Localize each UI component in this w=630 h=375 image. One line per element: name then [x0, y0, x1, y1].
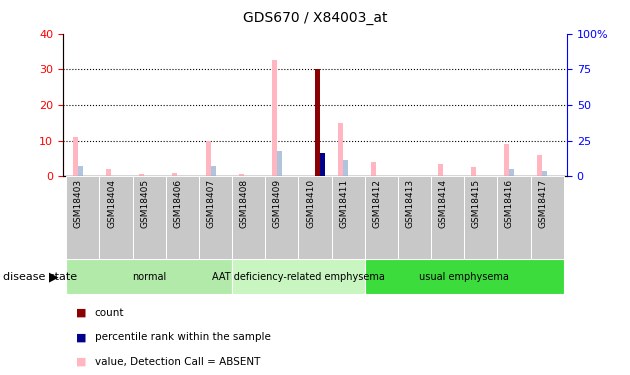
- Bar: [78, 166, 83, 176]
- Text: GSM18405: GSM18405: [140, 179, 149, 228]
- Text: GSM18410: GSM18410: [306, 179, 315, 228]
- Text: GSM18403: GSM18403: [74, 179, 83, 228]
- Text: GDS670 / X84003_at: GDS670 / X84003_at: [243, 11, 387, 25]
- Text: GSM18417: GSM18417: [538, 179, 547, 228]
- Bar: [509, 169, 514, 176]
- Bar: [497, 176, 530, 259]
- Bar: [166, 176, 199, 259]
- Bar: [199, 176, 232, 259]
- Text: value, Detection Call = ABSENT: value, Detection Call = ABSENT: [94, 357, 260, 367]
- Bar: [338, 123, 343, 176]
- Text: GSM18408: GSM18408: [239, 179, 249, 228]
- Bar: [504, 144, 509, 176]
- Text: GSM18414: GSM18414: [438, 179, 448, 228]
- Text: GSM18404: GSM18404: [107, 179, 116, 228]
- Bar: [365, 259, 564, 294]
- Text: GSM18411: GSM18411: [339, 179, 348, 228]
- Text: count: count: [94, 308, 124, 318]
- Bar: [365, 176, 398, 259]
- Text: ■: ■: [76, 333, 86, 342]
- Bar: [66, 176, 100, 259]
- Bar: [100, 176, 133, 259]
- Bar: [464, 176, 497, 259]
- Bar: [398, 176, 431, 259]
- Text: GSM18406: GSM18406: [173, 179, 182, 228]
- Text: GSM18409: GSM18409: [273, 179, 282, 228]
- Bar: [371, 162, 376, 176]
- Bar: [205, 141, 210, 176]
- Text: GSM18413: GSM18413: [406, 179, 415, 228]
- Text: ▶: ▶: [49, 270, 59, 283]
- Bar: [139, 174, 144, 176]
- Bar: [133, 176, 166, 259]
- Bar: [232, 176, 265, 259]
- Text: GSM18412: GSM18412: [372, 179, 381, 228]
- Bar: [471, 167, 476, 176]
- Text: normal: normal: [132, 272, 166, 282]
- Bar: [530, 176, 564, 259]
- Bar: [299, 176, 331, 259]
- Text: GSM18407: GSM18407: [207, 179, 215, 228]
- Bar: [331, 176, 365, 259]
- Bar: [265, 176, 299, 259]
- Bar: [73, 137, 78, 176]
- Bar: [315, 69, 320, 176]
- Text: ■: ■: [76, 357, 86, 367]
- Bar: [272, 60, 277, 176]
- Bar: [542, 171, 547, 176]
- Text: GSM18415: GSM18415: [472, 179, 481, 228]
- Bar: [210, 166, 215, 176]
- Bar: [232, 259, 365, 294]
- Text: percentile rank within the sample: percentile rank within the sample: [94, 333, 270, 342]
- Bar: [277, 151, 282, 176]
- Bar: [438, 164, 443, 176]
- Bar: [537, 155, 542, 176]
- Text: AAT deficiency-related emphysema: AAT deficiency-related emphysema: [212, 272, 385, 282]
- Bar: [431, 176, 464, 259]
- Text: ■: ■: [76, 308, 86, 318]
- Bar: [66, 259, 232, 294]
- Bar: [239, 174, 244, 176]
- Text: usual emphysema: usual emphysema: [420, 272, 509, 282]
- Text: GSM18416: GSM18416: [505, 179, 514, 228]
- Bar: [106, 169, 111, 176]
- Bar: [343, 160, 348, 176]
- Bar: [320, 153, 325, 176]
- Text: disease state: disease state: [3, 272, 77, 282]
- Bar: [173, 172, 178, 176]
